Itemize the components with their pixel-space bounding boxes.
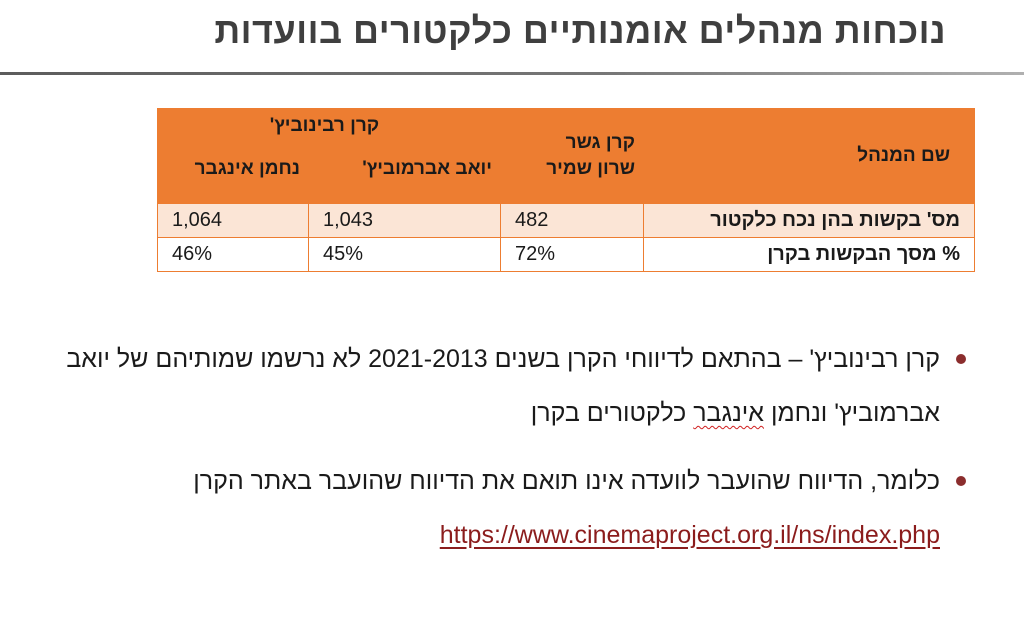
cell-sharon-count: 482 (500, 203, 644, 238)
managers-table: שם המנהל קרן גשר שרון שמיר יואב אברמוביץ… (157, 108, 975, 272)
header-sharon-shamir: שרון שמיר (546, 158, 635, 179)
cinemaproject-link[interactable]: https://www.cinemaproject.org.il/ns/inde… (439, 521, 940, 549)
bullet-1-text-start: קרן רבינוביץ' – בהתאם לדיווחי הקרן בשנים… (66, 345, 940, 427)
table-header-row: שם המנהל קרן גשר שרון שמיר יואב אברמוביץ… (157, 108, 975, 204)
header-rabinovich-fund: קרן רבינוביץ' (269, 115, 380, 136)
bullet-1-flagged-word: אינגבר (693, 399, 764, 427)
cell-nachman-count: 1,064 (157, 203, 309, 238)
slide-title: נוכחות מנהלים אומנותיים כלקטורים בוועדות (214, 10, 946, 51)
bullet-1-text-end: כלקטורים בקרן (530, 399, 694, 427)
header-gesher-fund: קרן גשר (565, 132, 635, 154)
cell-sharon-percent: 72% (500, 237, 644, 272)
list-item: כלומר, הדיווח שהועבר לוועדה אינו תואם את… (36, 454, 966, 562)
table-row: % מסך הבקשות בקרן 72% 45% 46% (157, 237, 975, 272)
list-item: קרן רבינוביץ' – בהתאם לדיווחי הקרן בשנים… (36, 332, 966, 440)
row-label: מס' בקשות בהן נכח כלקטור (643, 203, 975, 238)
header-manager-name-label: שם המנהל (857, 145, 950, 167)
bullet-2-text: כלומר, הדיווח שהועבר לוועדה אינו תואם את… (193, 467, 940, 495)
title-divider (0, 72, 1024, 75)
bullet-dot-icon (956, 354, 966, 364)
row-label: % מסך הבקשות בקרן (643, 237, 975, 272)
header-manager-name: שם המנהל (643, 108, 975, 204)
cell-yoav-count: 1,043 (308, 203, 501, 238)
header-yoav: יואב אברמוביץ' (308, 108, 501, 204)
header-yoav-abramovich: יואב אברמוביץ' (362, 158, 492, 179)
header-gesher: קרן גשר שרון שמיר (500, 108, 644, 204)
table-row: מס' בקשות בהן נכח כלקטור 482 1,043 1,064 (157, 203, 975, 238)
header-nachman-ingber: נחמן אינגבר (194, 158, 300, 179)
cell-yoav-percent: 45% (308, 237, 501, 272)
managers-table-container: שם המנהל קרן גשר שרון שמיר יואב אברמוביץ… (157, 108, 975, 272)
bullet-list: קרן רבינוביץ' – בהתאם לדיווחי הקרן בשנים… (36, 332, 966, 576)
cell-nachman-percent: 46% (157, 237, 309, 272)
header-nachman: נחמן אינגבר (157, 108, 309, 204)
bullet-dot-icon (956, 476, 966, 486)
